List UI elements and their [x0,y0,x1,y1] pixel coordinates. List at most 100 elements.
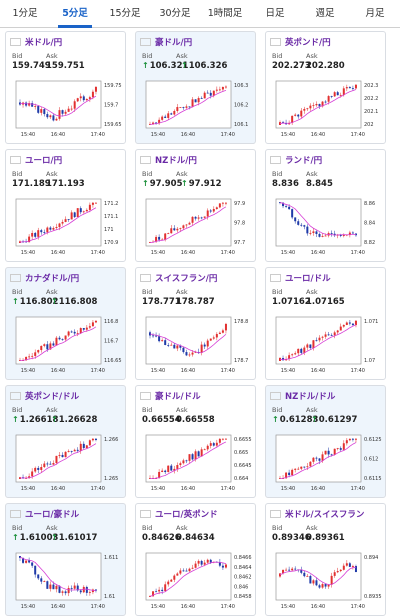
tab-1[interactable]: 5分足 [50,0,100,28]
up-arrow-icon: ↑ [311,415,318,424]
rate-card[interactable]: ユーロ/ドル Bid Ask 1.07162 1.07165 1.071 1.07… [265,267,386,380]
candle-body [291,115,294,123]
rate-card[interactable]: 米ドル/スイスフラン Bid Ask 0.89346 0.89361 0.894… [265,503,386,616]
pair-name[interactable]: ユーロ/ドル [285,274,331,284]
x-tick-label: 15:40 [281,486,295,492]
candle-body [218,89,221,91]
x-tick-label: 17:40 [221,604,235,610]
pair-name[interactable]: ユーロ/英ポンド [155,510,218,520]
x-tick-label: 15:40 [151,368,165,374]
rate-card[interactable]: 英ポンド/円 Bid Ask 202.273 202.280 202.3 202.… [265,31,386,144]
rate-card[interactable]: ユーロ/英ポンド Bid Ask 0.84626 0.84634 0.8466 0… [135,503,256,616]
bid-value: ↑106.321 [142,61,189,71]
candle-body [327,334,330,336]
candle-body [315,340,318,342]
candle-body [37,350,40,353]
pair-name[interactable]: 英ポンド/ドル [25,392,80,402]
y-tick-label: 0.8458 [234,594,252,600]
candle-body [191,567,194,569]
rate-card[interactable]: 英ポンド/ドル Bid Ask ↑1.26618 ↑1.26628 1.266 1… [5,385,126,498]
candle-body [61,221,64,224]
pair-name[interactable]: スイスフラン/円 [155,274,218,284]
candle-body [91,438,94,441]
candle-body [318,337,321,341]
bid-value: ↑1.61003 [12,533,59,543]
rate-card[interactable]: ランド/円 Bid Ask 8.836 8.845 8.86 8.84 8.82 15… [265,149,386,262]
candle-body [342,324,345,327]
candle-body [194,451,197,460]
tab-0[interactable]: 1分足 [12,8,38,19]
pair-name[interactable]: 米ドル/スイスフラン [285,510,365,520]
candle-body [288,569,291,571]
plot-frame [275,552,362,601]
candle-body [221,330,224,333]
candle-body [200,560,203,565]
rate-card[interactable]: ユーロ/豪ドル Bid Ask ↑1.61003 ↑1.61017 1.611 1… [5,503,126,616]
candle-body [209,559,212,563]
pair-name[interactable]: NZドル/ドル [285,392,336,402]
pair-name[interactable]: ユーロ/豪ドル [25,510,80,520]
y-tick-label: 178.8 [234,319,248,325]
bid-value: 159.749 [12,61,51,71]
candle-body [158,471,161,479]
tab-7[interactable]: 月足 [365,8,385,19]
candle-body [282,202,285,207]
candle-body [333,92,336,97]
rate-card[interactable]: 豪ドル/ドル Bid Ask 0.66554 0.66558 0.6655 0.6… [135,385,256,498]
y-tick-label: 171 [104,227,114,233]
tab-2[interactable]: 15分足 [109,8,141,19]
candle-body [297,221,300,225]
nz-flag-icon [270,392,281,400]
candle-body [203,216,206,218]
candle-body [206,92,209,94]
pair-name[interactable]: 豪ドル/ドル [155,392,201,402]
ask-label: Ask [306,170,318,178]
ask-value: 0.84634 [176,533,215,543]
tab-3[interactable]: 30分足 [159,8,191,19]
candle-body [321,235,324,237]
tab-5[interactable]: 日足 [265,8,285,19]
y-tick-label: 116.7 [104,339,118,345]
candle-body [61,339,64,341]
ask-value: ↑97.912 [181,179,222,189]
rate-card[interactable]: カナダドル/円 Bid Ask ↑116.802 ↑116.808 116.8 1… [5,267,126,380]
candle-body [179,463,182,466]
pair-name[interactable]: NZドル/円 [155,156,197,166]
tab-4[interactable]: 1時間足 [207,8,243,19]
candle-body [315,580,318,586]
moving-average-line [19,443,97,479]
y-tick-label: 202.2 [364,96,378,102]
pair-name[interactable]: 英ポンド/円 [285,38,331,48]
tab-6[interactable]: 週足 [315,8,335,19]
candle-body [149,332,151,336]
candle-body [164,470,167,473]
candle-body [330,575,333,585]
candlestick-chart: 0.894 0.8935 15:40 16:40 17:40 [275,552,382,610]
rate-card[interactable]: スイスフラン/円 Bid Ask 178.771 178.787 178.8 17… [135,267,256,380]
pair-name[interactable]: ユーロ/円 [25,156,63,166]
candle-body [330,454,333,456]
rate-card[interactable]: 米ドル/円 Bid Ask 159.749 159.751 159.75 159.… [5,31,126,144]
pair-name[interactable]: 米ドル/円 [25,38,63,48]
y-tick-label: 170.9 [104,240,118,246]
candle-body [67,108,70,112]
candlestick-chart: 97.9 97.8 97.7 15:40 16:40 17:40 [145,198,245,256]
pair-name[interactable]: ランド/円 [285,156,323,166]
pair-name[interactable]: カナダドル/円 [25,274,80,284]
x-tick-label: 17:40 [351,368,365,374]
candle-body [58,454,61,456]
candle-body [224,86,227,88]
pair-name[interactable]: 豪ドル/円 [155,38,193,48]
candle-body [34,106,37,107]
candle-body [91,322,94,327]
candle-body [348,87,351,89]
candle-body [76,449,79,451]
rate-card[interactable]: ユーロ/円 Bid Ask 171.189 171.193 171.2 171.1… [5,149,126,262]
candle-body [339,326,342,331]
ask-label: Ask [46,406,58,414]
rate-card[interactable]: 豪ドル/円 Bid Ask ↑106.321 ↑106.326 106.3 106… [135,31,256,144]
candle-body [55,226,58,228]
rate-card[interactable]: NZドル/円 Bid Ask ↑97.905 ↑97.912 97.9 97.8 9… [135,149,256,262]
rate-card[interactable]: NZドル/ドル Bid Ask ↑0.61283 ↑0.61297 0.6125… [265,385,386,498]
candle-body [303,225,306,227]
